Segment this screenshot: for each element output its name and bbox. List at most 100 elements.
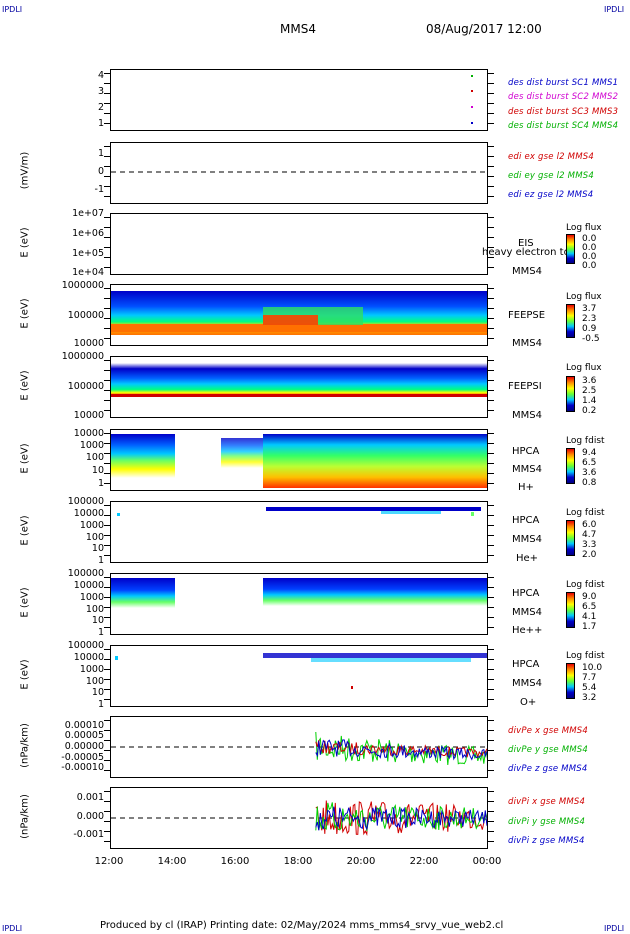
- axis-tick: [488, 410, 494, 411]
- axis-tick: [488, 535, 494, 536]
- datetime-title: 08/Aug/2017 12:00: [426, 22, 542, 36]
- hpca-h-spectrogram: [111, 434, 487, 488]
- axis-tick: [488, 821, 494, 822]
- axis-tick: [488, 338, 494, 339]
- corner-label-tl: IPDLI: [2, 5, 23, 14]
- axis-tick: [104, 298, 110, 299]
- x-tick: 14:00: [157, 856, 187, 867]
- hpca-o-ytick: 10: [91, 687, 104, 698]
- divpi-ytick: 0.001: [76, 792, 104, 803]
- axis-tick: [488, 360, 494, 361]
- axis-tick: [104, 113, 110, 114]
- axis-tick: [104, 257, 110, 258]
- feepse-colorbar-title: Log flux: [566, 292, 602, 302]
- hpca-h-segment-3: [263, 434, 487, 488]
- divpe-ytick: 0.00005: [64, 730, 104, 741]
- hpca-hepp-cb-value: 9.0: [582, 592, 597, 602]
- axis-tick: [488, 247, 494, 248]
- axis-tick: [488, 176, 494, 177]
- axis-tick: [488, 370, 494, 371]
- feepse-instrument-label: FEEPSE: [508, 310, 546, 321]
- hpca-h-species-label: H+: [518, 482, 534, 493]
- hpca-he-band-low: [381, 511, 441, 514]
- axis-tick: [488, 328, 494, 329]
- hpca-he-cb-value: 3.3: [582, 540, 597, 550]
- legend-edi-y: edi ey gse l2 MMS4: [508, 171, 594, 181]
- axis-tick: [104, 237, 110, 238]
- axis-tick: [488, 123, 494, 124]
- axis-tick: [104, 617, 110, 618]
- burst-marker-sc2: [471, 106, 473, 108]
- divpe-plot: [111, 731, 487, 766]
- x-tick: 12:00: [94, 856, 124, 867]
- hpca-o-ytick: 100: [85, 676, 104, 687]
- axis-tick: [104, 669, 110, 670]
- hpca-he-ytick: 1: [97, 555, 104, 566]
- hpca-h-cb-value: 3.6: [582, 468, 597, 478]
- divpi-ytick: 0.000: [76, 811, 104, 822]
- edi-ytick: 1: [97, 148, 104, 159]
- edi-ylabel: (mV/m): [19, 151, 31, 190]
- axis-tick: [104, 689, 110, 690]
- panel-hpca-hepp: [110, 573, 488, 635]
- axis-tick: [488, 689, 494, 690]
- hpca-he-ytick: 100: [85, 532, 104, 543]
- burst-marker-sc1: [471, 122, 473, 124]
- hpca-h-segment-2: [221, 438, 263, 468]
- hpca-hepp-ytick: 10000: [73, 580, 104, 591]
- burst-ytick: 3: [97, 86, 104, 97]
- axis-tick: [488, 443, 494, 444]
- axis-tick: [488, 186, 494, 187]
- axis-tick: [104, 535, 110, 536]
- axis-tick: [104, 515, 110, 516]
- eis-colorbar-title: Log flux: [566, 223, 602, 233]
- axis-tick: [104, 831, 110, 832]
- feepse-ytick: 1000000: [61, 280, 104, 291]
- axis-tick: [104, 360, 110, 361]
- feepsi-ylabel: E (eV): [19, 370, 31, 401]
- axis-tick: [104, 146, 110, 147]
- hpca-o-band-low: [311, 658, 471, 662]
- axis-tick: [104, 760, 110, 761]
- axis-tick: [488, 166, 494, 167]
- hpca-o-cb-value: 10.0: [582, 663, 603, 673]
- axis-tick: [104, 577, 110, 578]
- hpca-hepp-species-label: He++: [512, 625, 543, 636]
- eis-ytick: 1e+04: [72, 267, 104, 278]
- axis-tick: [104, 453, 110, 454]
- axis-tick: [488, 525, 494, 526]
- axis-tick: [488, 267, 494, 268]
- hpca-o-colorbar-title: Log fdist: [566, 651, 605, 661]
- hpca-hepp-colorbar-title: Log fdist: [566, 580, 605, 590]
- feepsi-cb-value: 0.2: [582, 406, 597, 416]
- axis-tick: [488, 146, 494, 147]
- axis-tick: [488, 617, 494, 618]
- axis-tick: [488, 831, 494, 832]
- axis-tick: [488, 760, 494, 761]
- edi-plot: [111, 171, 487, 173]
- panel-feepsi: [110, 356, 488, 418]
- spacecraft-title: MMS4: [280, 22, 316, 36]
- hpca-he-spectrogram: [117, 507, 481, 516]
- hpca-he-dot: [117, 513, 120, 516]
- axis-tick: [104, 587, 110, 588]
- hpca-h-instrument-label: HPCA: [512, 446, 540, 457]
- divpi-ylabel: (nPa/km): [19, 794, 31, 839]
- axis-tick: [488, 841, 494, 842]
- eis-colorbar: [566, 234, 575, 264]
- axis-tick: [104, 433, 110, 434]
- axis-tick: [104, 186, 110, 187]
- feepse-spectrogram: [111, 291, 487, 335]
- axis-tick: [104, 328, 110, 329]
- axis-tick: [104, 750, 110, 751]
- hpca-h-ylabel: E (eV): [19, 443, 31, 474]
- hpca-o-cb-value: 5.4: [582, 683, 597, 693]
- burst-marker-sc4: [471, 75, 473, 77]
- hpca-o-ylabel: E (eV): [19, 659, 31, 690]
- hpca-he-cb-value: 2.0: [582, 550, 597, 560]
- footer-text: Produced by cl (IRAP) Printing date: 02/…: [100, 920, 504, 931]
- axis-tick: [104, 380, 110, 381]
- hpca-hepp-segment-1: [111, 578, 175, 608]
- hpca-o-colorbar: [566, 663, 575, 699]
- axis-tick: [104, 176, 110, 177]
